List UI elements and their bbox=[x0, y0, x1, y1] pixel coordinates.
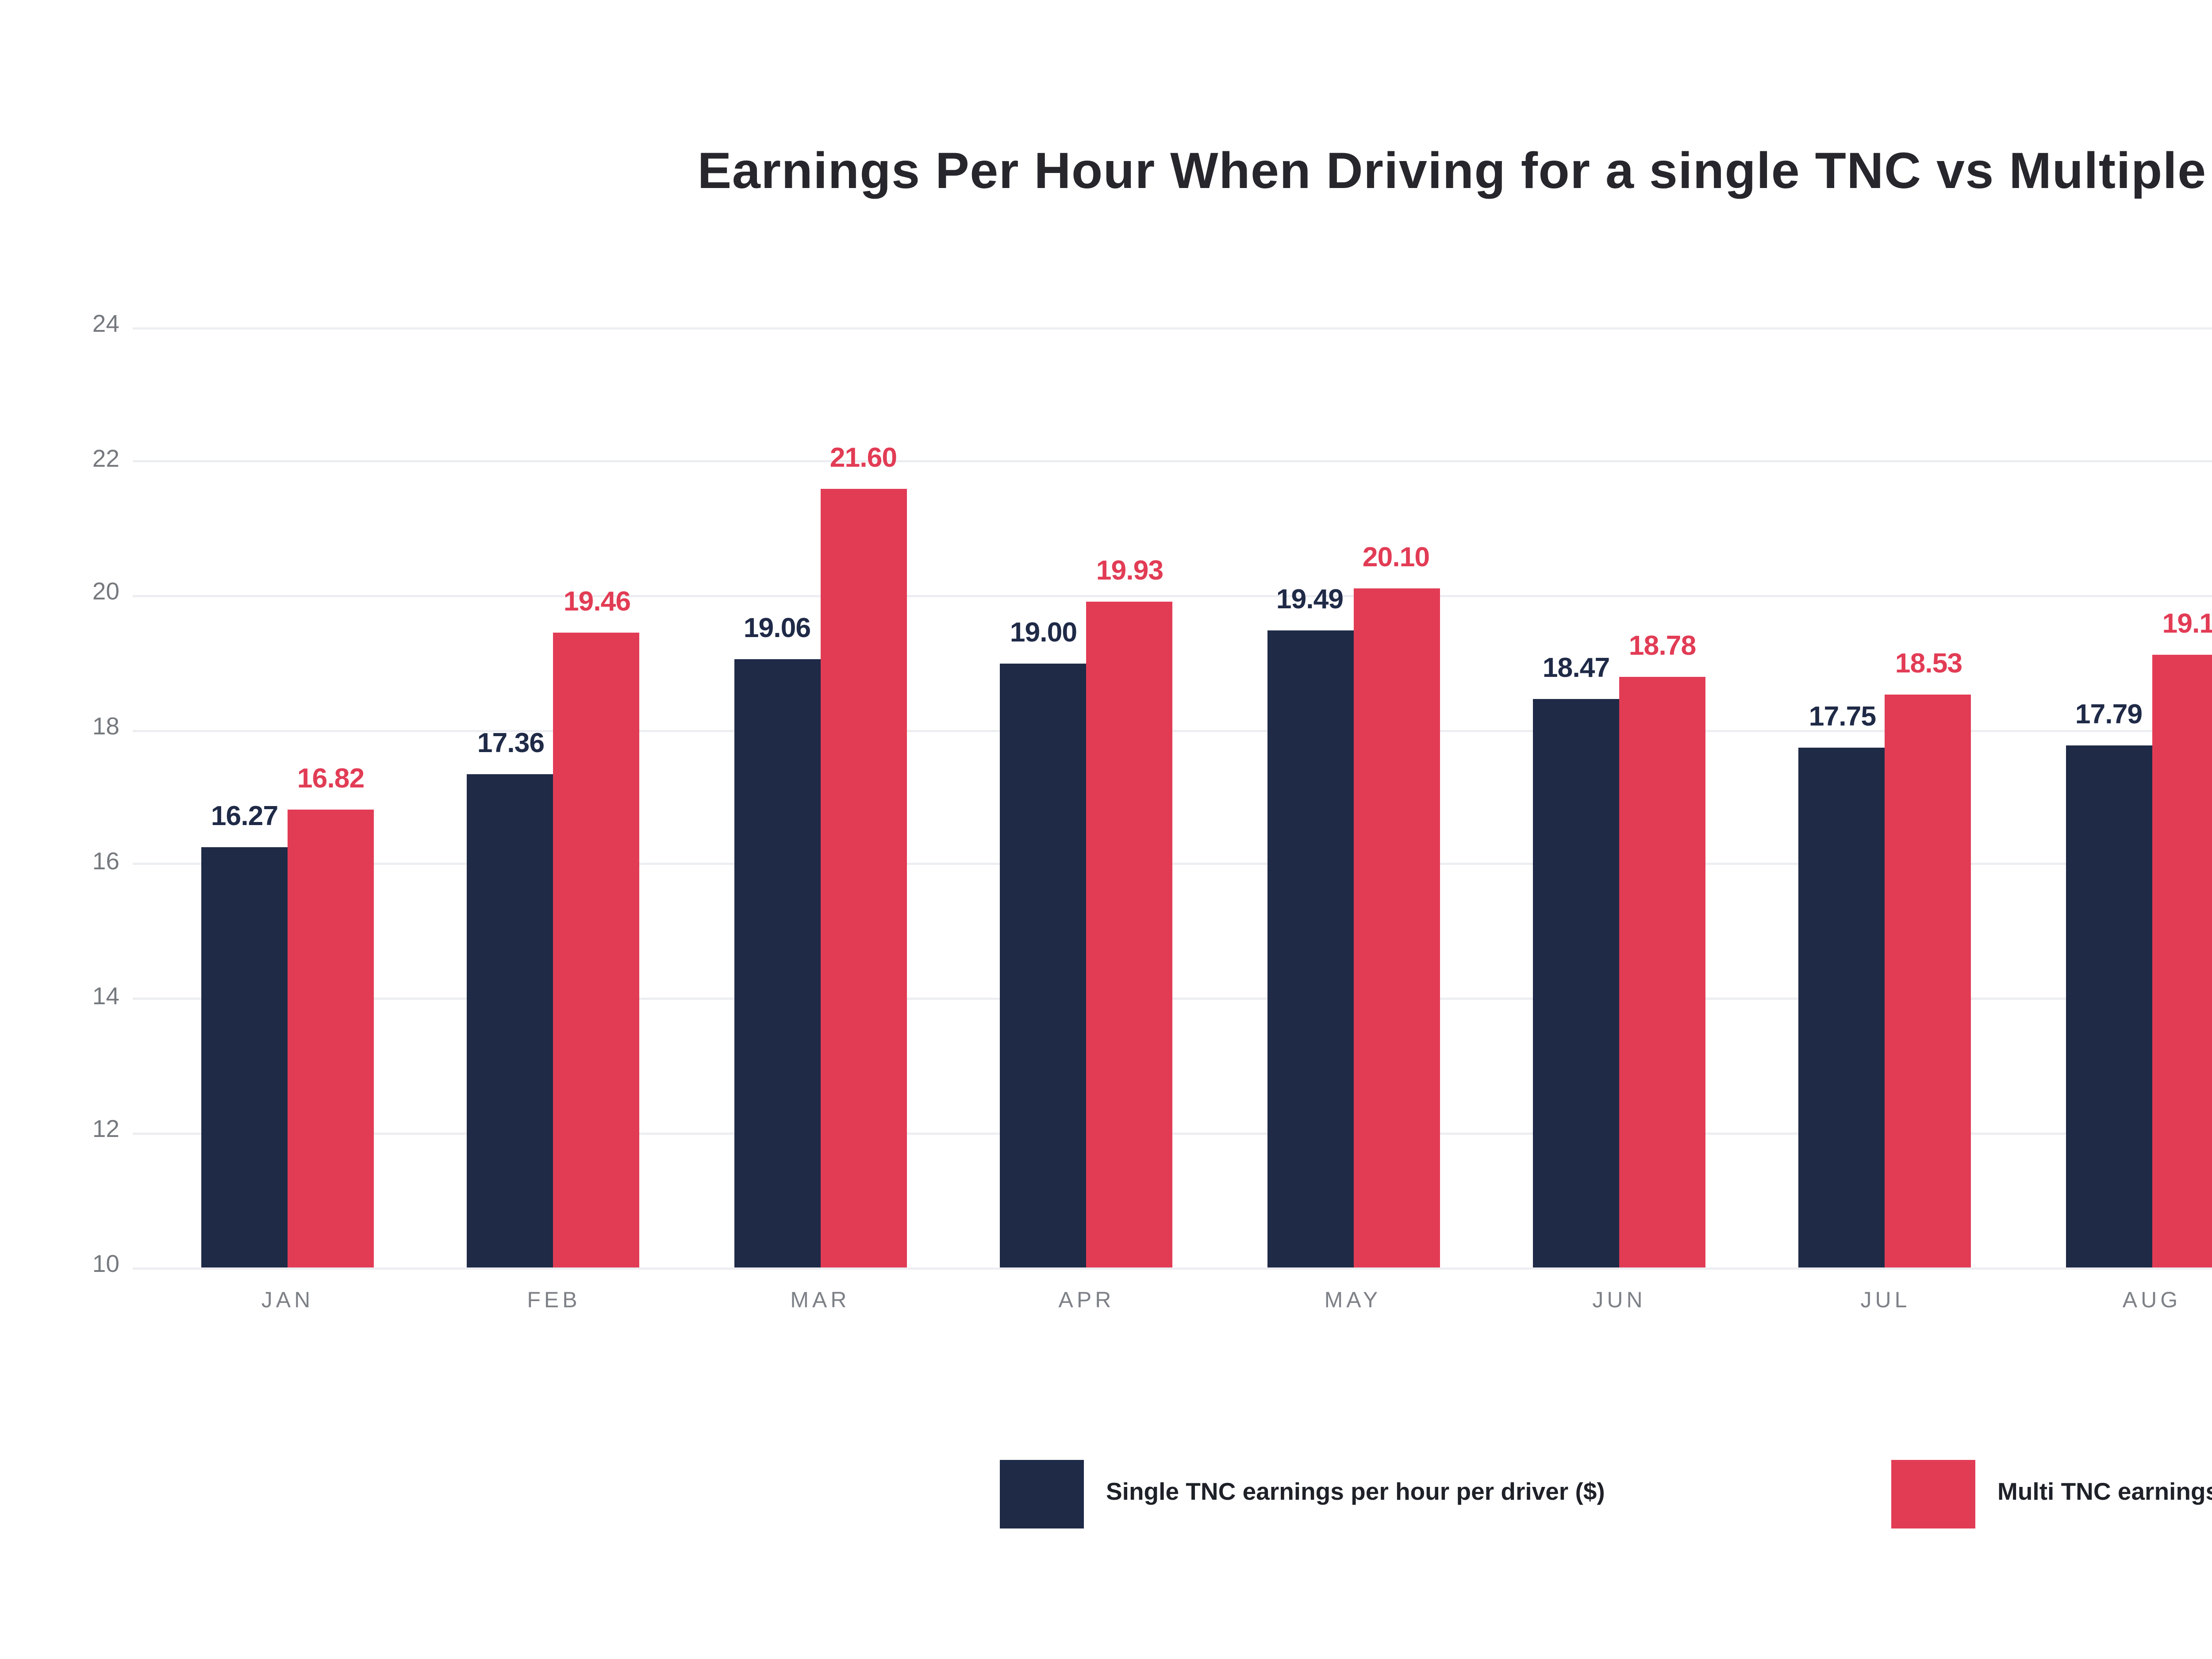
y-tick-label: 24 bbox=[92, 312, 119, 338]
x-axis-month-label: FEB bbox=[527, 1290, 581, 1314]
y-tick-label: 20 bbox=[92, 580, 119, 607]
x-axis-month-label: JUN bbox=[1592, 1290, 1646, 1314]
bar-value-label-multi: 18.78 bbox=[1628, 631, 1696, 663]
x-axis-month-label: MAY bbox=[1324, 1290, 1382, 1314]
x-axis-month-label: MAR bbox=[790, 1290, 850, 1314]
bar-value-label-single: 16.27 bbox=[211, 800, 278, 831]
bar-multi-tnc bbox=[553, 632, 640, 1267]
bar-single-tnc bbox=[201, 846, 288, 1267]
bar-single-tnc bbox=[1533, 699, 1619, 1267]
gridline bbox=[133, 1266, 2212, 1269]
legend-label-single-tnc: Single TNC earnings per hour per driver … bbox=[1106, 1480, 1605, 1506]
bar-single-tnc bbox=[1000, 663, 1087, 1267]
gridline bbox=[133, 326, 2212, 329]
bar-value-label-single: 17.79 bbox=[2075, 698, 2143, 729]
y-tick-label: 14 bbox=[92, 983, 119, 1010]
bar-value-label-single: 17.75 bbox=[1809, 700, 1876, 732]
bar-single-tnc bbox=[2065, 744, 2152, 1267]
bar-value-label-single: 19.49 bbox=[1276, 584, 1344, 615]
y-tick-label: 12 bbox=[92, 1118, 119, 1144]
bar-value-label-single: 17.36 bbox=[477, 726, 545, 758]
legend-swatch-single-tnc bbox=[1000, 1460, 1084, 1528]
bar-single-tnc bbox=[1799, 747, 1886, 1267]
x-axis-month-label: JUL bbox=[1860, 1290, 1911, 1314]
bar-value-label-multi: 19.46 bbox=[563, 586, 631, 617]
bar-multi-tnc bbox=[1885, 695, 1972, 1267]
chart-title: Earnings Per Hour When Driving for a sin… bbox=[697, 142, 2212, 199]
bar-value-label-single: 19.00 bbox=[1010, 616, 1077, 648]
gridline bbox=[133, 595, 2212, 597]
bar-value-label-multi: 19.93 bbox=[1096, 554, 1164, 585]
x-axis-month-label: APR bbox=[1058, 1290, 1115, 1314]
bar-value-label-multi: 20.10 bbox=[1362, 542, 1430, 574]
bar-value-label-multi: 21.60 bbox=[830, 442, 897, 473]
bar-single-tnc bbox=[1266, 630, 1353, 1267]
bar-multi-tnc bbox=[1352, 589, 1439, 1267]
bar-value-label-multi: 19.11 bbox=[2162, 609, 2212, 641]
bar-value-label-single: 19.06 bbox=[743, 612, 811, 644]
y-tick-label: 18 bbox=[92, 714, 119, 741]
y-tick-label: 10 bbox=[92, 1252, 119, 1279]
legend-label-multi-tnc: Multi TNC earnings per hour per driver (… bbox=[1997, 1480, 2212, 1506]
y-tick-label: 22 bbox=[92, 446, 119, 473]
x-axis-month-label: AUG bbox=[2122, 1290, 2181, 1314]
bar-value-label-single: 18.47 bbox=[1542, 652, 1610, 684]
bar-multi-tnc bbox=[820, 488, 906, 1267]
bar-multi-tnc bbox=[1086, 600, 1173, 1267]
bar-multi-tnc bbox=[1619, 678, 1705, 1267]
bar-value-label-multi: 18.53 bbox=[1895, 648, 1962, 680]
x-axis-month-label: JAN bbox=[261, 1290, 314, 1314]
y-tick-label: 16 bbox=[92, 849, 119, 876]
gridline bbox=[133, 461, 2212, 463]
bar-single-tnc bbox=[733, 659, 820, 1267]
bar-multi-tnc bbox=[288, 809, 374, 1267]
legend-swatch-multi-tnc bbox=[1891, 1460, 1975, 1528]
bar-single-tnc bbox=[467, 773, 554, 1267]
bar-value-label-multi: 16.82 bbox=[297, 763, 365, 794]
bar-multi-tnc bbox=[2151, 656, 2212, 1267]
